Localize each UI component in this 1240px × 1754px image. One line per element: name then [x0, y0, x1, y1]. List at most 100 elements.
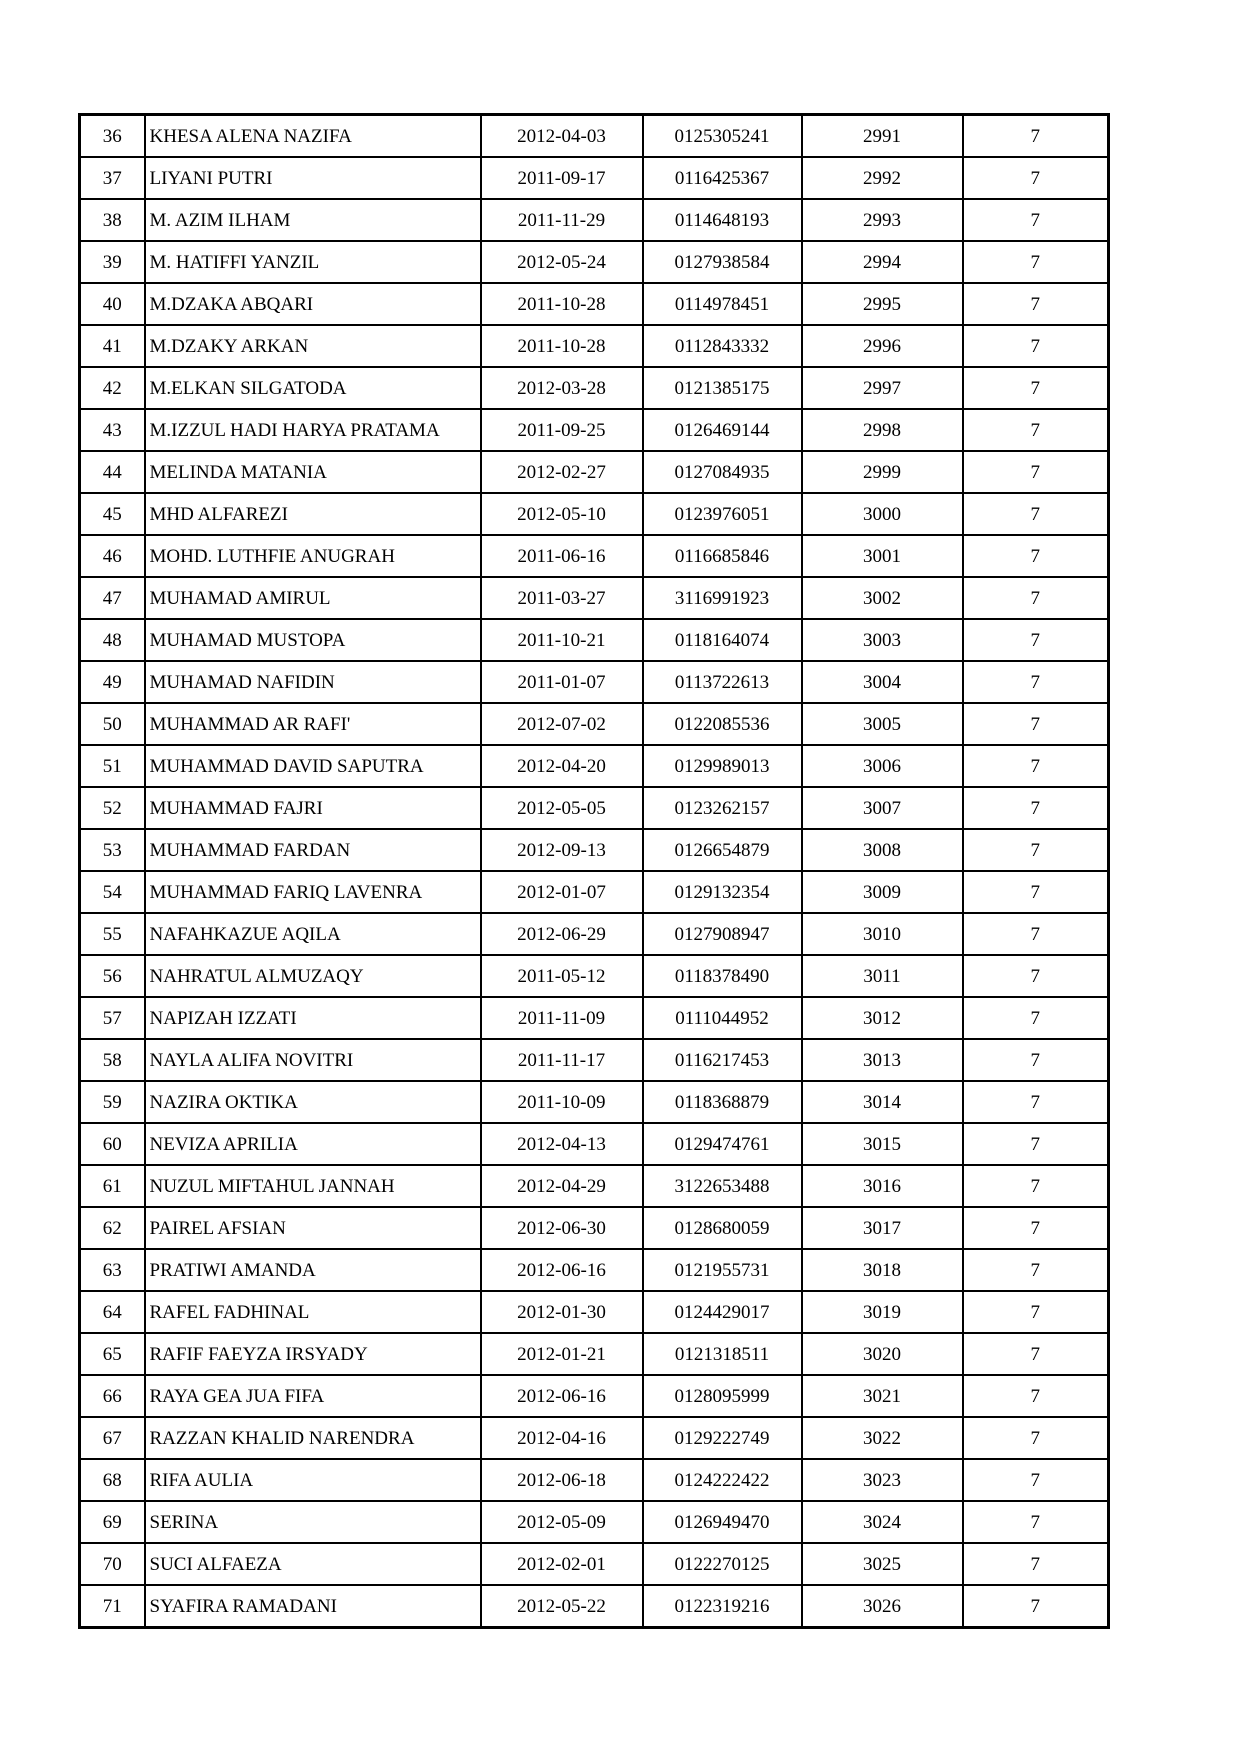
row-number-cell: 36: [78, 113, 146, 158]
grade-cell: 7: [961, 1500, 1110, 1544]
student-name-cell: M.DZAKY ARKAN: [143, 324, 482, 368]
student-name-cell: RIFA AULIA: [143, 1458, 482, 1502]
student-name-cell: RAFIF FAEYZA IRSYADY: [143, 1332, 482, 1376]
student-name-cell: NUZUL MIFTAHUL JANNAH: [143, 1164, 482, 1208]
phone-number-cell: 0129222749: [641, 1416, 803, 1460]
table-row: 45 MHD ALFAREZI 2012-05-10 0123976051 3000 7: [78, 492, 1110, 536]
row-number-cell: 59: [78, 1080, 146, 1124]
row-number-cell: 60: [78, 1122, 146, 1166]
grade-cell: 7: [961, 366, 1110, 410]
phone-number-cell: 0123262157: [641, 786, 803, 830]
row-number-cell: 52: [78, 786, 146, 830]
birth-date-cell: 2011-05-12: [479, 954, 644, 998]
table-row: 41 M.DZAKY ARKAN 2011-10-28 0112843332 2996 7: [78, 324, 1110, 368]
birth-date-cell: 2012-07-02: [479, 702, 644, 746]
registration-number-cell: 3024: [800, 1500, 964, 1544]
phone-number-cell: 0114648193: [641, 198, 803, 242]
phone-number-cell: 0129132354: [641, 870, 803, 914]
birth-date-cell: 2012-06-16: [479, 1374, 644, 1418]
registration-number-cell: 3014: [800, 1080, 964, 1124]
row-number-cell: 44: [78, 450, 146, 494]
registration-number-cell: 3013: [800, 1038, 964, 1082]
student-name-cell: M.DZAKA ABQARI: [143, 282, 482, 326]
phone-number-cell: 0129989013: [641, 744, 803, 788]
student-name-cell: PRATIWI AMANDA: [143, 1248, 482, 1292]
row-number-cell: 58: [78, 1038, 146, 1082]
row-number-cell: 57: [78, 996, 146, 1040]
row-number-cell: 68: [78, 1458, 146, 1502]
registration-number-cell: 3017: [800, 1206, 964, 1250]
birth-date-cell: 2011-11-09: [479, 996, 644, 1040]
student-name-cell: NAFAHKAZUE AQILA: [143, 912, 482, 956]
grade-cell: 7: [961, 870, 1110, 914]
birth-date-cell: 2011-09-17: [479, 156, 644, 200]
phone-number-cell: 0118164074: [641, 618, 803, 662]
birth-date-cell: 2011-10-28: [479, 282, 644, 326]
table-row: 50 MUHAMMAD AR RAFI' 2012-07-02 0122085536 3…: [78, 702, 1110, 746]
student-name-cell: MUHAMAD NAFIDIN: [143, 660, 482, 704]
table-row: 42 M.ELKAN SILGATODA 2012-03-28 0121385175 2…: [78, 366, 1110, 410]
grade-cell: 7: [961, 240, 1110, 284]
registration-number-cell: 3001: [800, 534, 964, 578]
phone-number-cell: 0116685846: [641, 534, 803, 578]
registration-number-cell: 2998: [800, 408, 964, 452]
row-number-cell: 70: [78, 1542, 146, 1586]
phone-number-cell: 0129474761: [641, 1122, 803, 1166]
grade-cell: 7: [961, 744, 1110, 788]
grade-cell: 7: [961, 1122, 1110, 1166]
table-row: 63 PRATIWI AMANDA 2012-06-16 0121955731 3018…: [78, 1248, 1110, 1292]
birth-date-cell: 2012-04-03: [479, 113, 644, 158]
row-number-cell: 66: [78, 1374, 146, 1418]
table-row: 54 MUHAMMAD FARIQ LAVENRA 2012-01-07 012913…: [78, 870, 1110, 914]
student-name-cell: MUHAMMAD AR RAFI': [143, 702, 482, 746]
birth-date-cell: 2012-05-05: [479, 786, 644, 830]
student-name-cell: SYAFIRA RAMADANI: [143, 1584, 482, 1629]
row-number-cell: 47: [78, 576, 146, 620]
table-row: 66 RAYA GEA JUA FIFA 2012-06-16 0128095999 3…: [78, 1374, 1110, 1418]
birth-date-cell: 2012-02-27: [479, 450, 644, 494]
grade-cell: 7: [961, 1332, 1110, 1376]
grade-cell: 7: [961, 954, 1110, 998]
registration-number-cell: 2999: [800, 450, 964, 494]
row-number-cell: 64: [78, 1290, 146, 1334]
phone-number-cell: 0122270125: [641, 1542, 803, 1586]
phone-number-cell: 0124429017: [641, 1290, 803, 1334]
birth-date-cell: 2011-01-07: [479, 660, 644, 704]
student-name-cell: KHESA ALENA NAZIFA: [143, 113, 482, 158]
student-name-cell: NEVIZA APRILIA: [143, 1122, 482, 1166]
registration-number-cell: 3003: [800, 618, 964, 662]
student-name-cell: MOHD. LUTHFIE ANUGRAH: [143, 534, 482, 578]
row-number-cell: 49: [78, 660, 146, 704]
row-number-cell: 69: [78, 1500, 146, 1544]
phone-number-cell: 0126949470: [641, 1500, 803, 1544]
table-row: 47 MUHAMAD AMIRUL 2011-03-27 3116991923 3002…: [78, 576, 1110, 620]
table-row: 62 PAIREL AFSIAN 2012-06-30 0128680059 3017 7: [78, 1206, 1110, 1250]
row-number-cell: 51: [78, 744, 146, 788]
table-row: 44 MELINDA MATANIA 2012-02-27 0127084935 299…: [78, 450, 1110, 494]
phone-number-cell: 3116991923: [641, 576, 803, 620]
row-number-cell: 55: [78, 912, 146, 956]
grade-cell: 7: [961, 1080, 1110, 1124]
phone-number-cell: 0116425367: [641, 156, 803, 200]
grade-cell: 7: [961, 912, 1110, 956]
table-row: 43 M.IZZUL HADI HARYA PRATAMA 2011-09-25 01…: [78, 408, 1110, 452]
birth-date-cell: 2011-09-25: [479, 408, 644, 452]
birth-date-cell: 2011-10-09: [479, 1080, 644, 1124]
row-number-cell: 45: [78, 492, 146, 536]
table-row: 55 NAFAHKAZUE AQILA 2012-06-29 0127908947 30…: [78, 912, 1110, 956]
phone-number-cell: 0112843332: [641, 324, 803, 368]
phone-number-cell: 0127084935: [641, 450, 803, 494]
birth-date-cell: 2012-06-30: [479, 1206, 644, 1250]
row-number-cell: 56: [78, 954, 146, 998]
student-name-cell: MUHAMAD MUSTOPA: [143, 618, 482, 662]
table-row: 52 MUHAMMAD FAJRI 2012-05-05 0123262157 3007…: [78, 786, 1110, 830]
grade-cell: 7: [961, 492, 1110, 536]
student-name-cell: SUCI ALFAEZA: [143, 1542, 482, 1586]
table-row: 58 NAYLA ALIFA NOVITRI 2011-11-17 011621745…: [78, 1038, 1110, 1082]
phone-number-cell: 0118378490: [641, 954, 803, 998]
student-name-cell: MUHAMMAD DAVID SAPUTRA: [143, 744, 482, 788]
row-number-cell: 71: [78, 1584, 146, 1629]
registration-number-cell: 3023: [800, 1458, 964, 1502]
table-row: 60 NEVIZA APRILIA 2012-04-13 0129474761 3015…: [78, 1122, 1110, 1166]
